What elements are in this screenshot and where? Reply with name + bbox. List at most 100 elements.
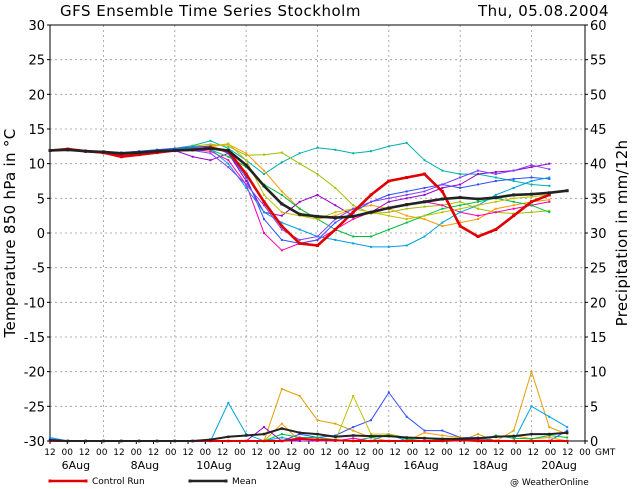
series-point xyxy=(49,437,51,440)
series-point xyxy=(262,432,266,436)
series-point xyxy=(280,214,283,217)
series-point xyxy=(565,439,569,443)
series-point xyxy=(244,434,248,437)
series-point xyxy=(387,245,390,248)
series-point xyxy=(512,169,515,172)
series-point xyxy=(477,200,479,203)
series-point xyxy=(245,166,248,169)
series-point xyxy=(280,221,283,224)
series-point xyxy=(226,148,230,152)
series-point xyxy=(405,214,408,217)
y-tick-label: 25 xyxy=(28,54,45,69)
x-hour-label: 12 xyxy=(251,448,262,458)
series-point xyxy=(316,235,319,238)
x-hour-label: 12 xyxy=(182,448,193,458)
series-point xyxy=(334,434,337,437)
series-point xyxy=(441,437,444,441)
series-point xyxy=(405,415,408,418)
x-hour-label: 00 xyxy=(510,448,522,458)
series-point xyxy=(530,200,533,204)
x-hour-label: 12 xyxy=(493,448,504,458)
series-point xyxy=(263,204,265,207)
series-point xyxy=(280,211,283,214)
series-point xyxy=(405,193,408,196)
series-point xyxy=(566,429,569,432)
series-point xyxy=(530,192,533,196)
series-point xyxy=(280,422,283,425)
series-point xyxy=(334,435,337,439)
x-hour-label: 12 xyxy=(148,448,159,458)
series-point xyxy=(441,221,444,224)
series-point xyxy=(440,197,444,201)
series-point xyxy=(191,439,194,443)
x-hour-label: 00 xyxy=(372,448,384,458)
series-point xyxy=(351,210,355,214)
x-hour-label: 12 xyxy=(458,448,469,458)
series-point xyxy=(137,153,141,157)
series-point xyxy=(512,214,516,218)
series-line xyxy=(50,371,568,442)
x-hour-label: 00 xyxy=(62,448,74,458)
series-point xyxy=(494,180,497,182)
series-point xyxy=(245,152,248,155)
series-point xyxy=(352,218,355,221)
series-point xyxy=(263,169,265,172)
series-point xyxy=(530,195,533,198)
series-point xyxy=(512,197,515,200)
series-point xyxy=(548,432,551,436)
series-point xyxy=(262,200,266,204)
series-point xyxy=(548,200,551,203)
series-point xyxy=(245,183,248,186)
series-point xyxy=(530,211,533,214)
y2-tick-label: 10 xyxy=(590,366,607,381)
series-point xyxy=(370,235,372,238)
series-point xyxy=(459,176,462,179)
series-point xyxy=(494,170,497,173)
series-point xyxy=(352,437,355,440)
series-point xyxy=(191,155,194,158)
y-tick-label: -25 xyxy=(24,400,45,415)
legend-marker xyxy=(224,479,228,483)
series-point xyxy=(387,206,391,210)
y-tick-label: -10 xyxy=(24,296,45,311)
grid-lines xyxy=(50,25,585,441)
series-point xyxy=(477,173,479,176)
series-line xyxy=(49,146,550,247)
series-point xyxy=(155,149,159,153)
series-point xyxy=(191,146,194,149)
series-point xyxy=(262,184,266,188)
series-point xyxy=(477,183,479,186)
x-hour-label: 12 xyxy=(527,448,538,458)
x-hour-label: 00 xyxy=(476,448,488,458)
series-point xyxy=(512,437,515,440)
series-point xyxy=(477,214,479,217)
series-point xyxy=(227,401,230,404)
series-point xyxy=(369,439,373,443)
series-point xyxy=(494,439,498,443)
x-hour-label: 00 xyxy=(96,448,108,458)
series-point xyxy=(298,152,301,155)
series-point xyxy=(512,434,515,438)
series-point xyxy=(352,207,355,210)
series-point xyxy=(209,150,212,153)
series-point xyxy=(405,244,408,247)
series-point xyxy=(298,433,301,436)
series-point xyxy=(548,184,551,187)
series-point xyxy=(477,169,479,172)
x-date-label: 12Aug xyxy=(265,459,300,472)
series-point xyxy=(245,176,248,179)
y2-tick-label: 5 xyxy=(590,400,598,415)
series-point xyxy=(548,209,551,212)
series-point xyxy=(334,439,337,442)
series-point xyxy=(209,139,212,142)
series-point xyxy=(227,159,230,162)
series-point xyxy=(530,439,533,443)
x-hour-label: 12 xyxy=(424,448,435,458)
series-point xyxy=(566,436,569,439)
series-point xyxy=(459,200,462,203)
series-point xyxy=(316,218,319,221)
legend-marker xyxy=(84,479,88,483)
y2-tick-label: 55 xyxy=(590,54,607,69)
series-point xyxy=(441,186,444,189)
y-axis-left-ticks: -30 -25 -20 -15 -10 -5 0 5 10 15 20 25 30 xyxy=(24,19,50,450)
